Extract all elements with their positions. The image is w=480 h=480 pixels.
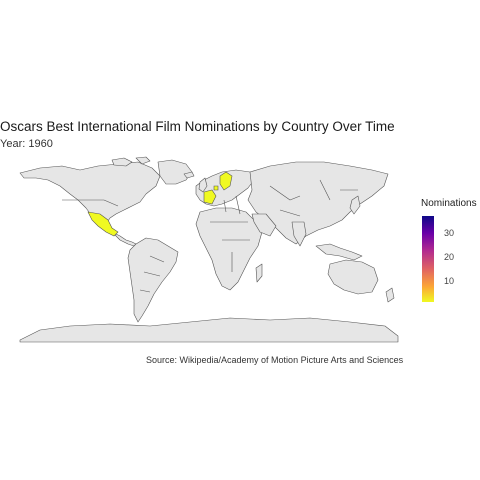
legend-label-10: 10 bbox=[444, 276, 455, 286]
southeast-asia bbox=[315, 243, 363, 261]
north-america bbox=[19, 161, 161, 225]
country-denmark bbox=[213, 185, 219, 191]
legend-tick-10 bbox=[435, 281, 438, 282]
uk bbox=[198, 177, 208, 193]
japan bbox=[349, 195, 361, 215]
legend-label-30: 30 bbox=[444, 228, 455, 238]
legend-title: Nominations bbox=[421, 198, 477, 209]
map-subtitle: Year: 1960 bbox=[0, 138, 53, 150]
country-sweden bbox=[219, 171, 233, 191]
new-zealand bbox=[385, 287, 395, 303]
australia bbox=[327, 259, 379, 295]
land-masses bbox=[19, 156, 399, 343]
nominated-countries bbox=[87, 171, 233, 237]
south-america bbox=[127, 237, 179, 323]
legend-colorbar bbox=[422, 216, 434, 302]
map-title: Oscars Best International Film Nominatio… bbox=[0, 119, 395, 134]
arabia bbox=[251, 213, 277, 237]
africa bbox=[195, 207, 263, 291]
iceland bbox=[183, 171, 195, 179]
greenland bbox=[157, 159, 193, 185]
country-borders bbox=[139, 179, 358, 293]
legend-label-20: 20 bbox=[444, 252, 455, 262]
country-mexico bbox=[87, 211, 119, 237]
country-france bbox=[203, 189, 217, 205]
legend-tick-30 bbox=[435, 233, 438, 234]
us-canada-border bbox=[62, 199, 119, 207]
arctic-islands bbox=[111, 156, 151, 167]
legend-tick-20 bbox=[435, 257, 438, 258]
source-caption: Source: Wikipedia/Academy of Motion Pict… bbox=[146, 355, 404, 365]
antarctica bbox=[19, 317, 399, 343]
madagascar bbox=[255, 263, 263, 283]
india bbox=[291, 221, 307, 247]
